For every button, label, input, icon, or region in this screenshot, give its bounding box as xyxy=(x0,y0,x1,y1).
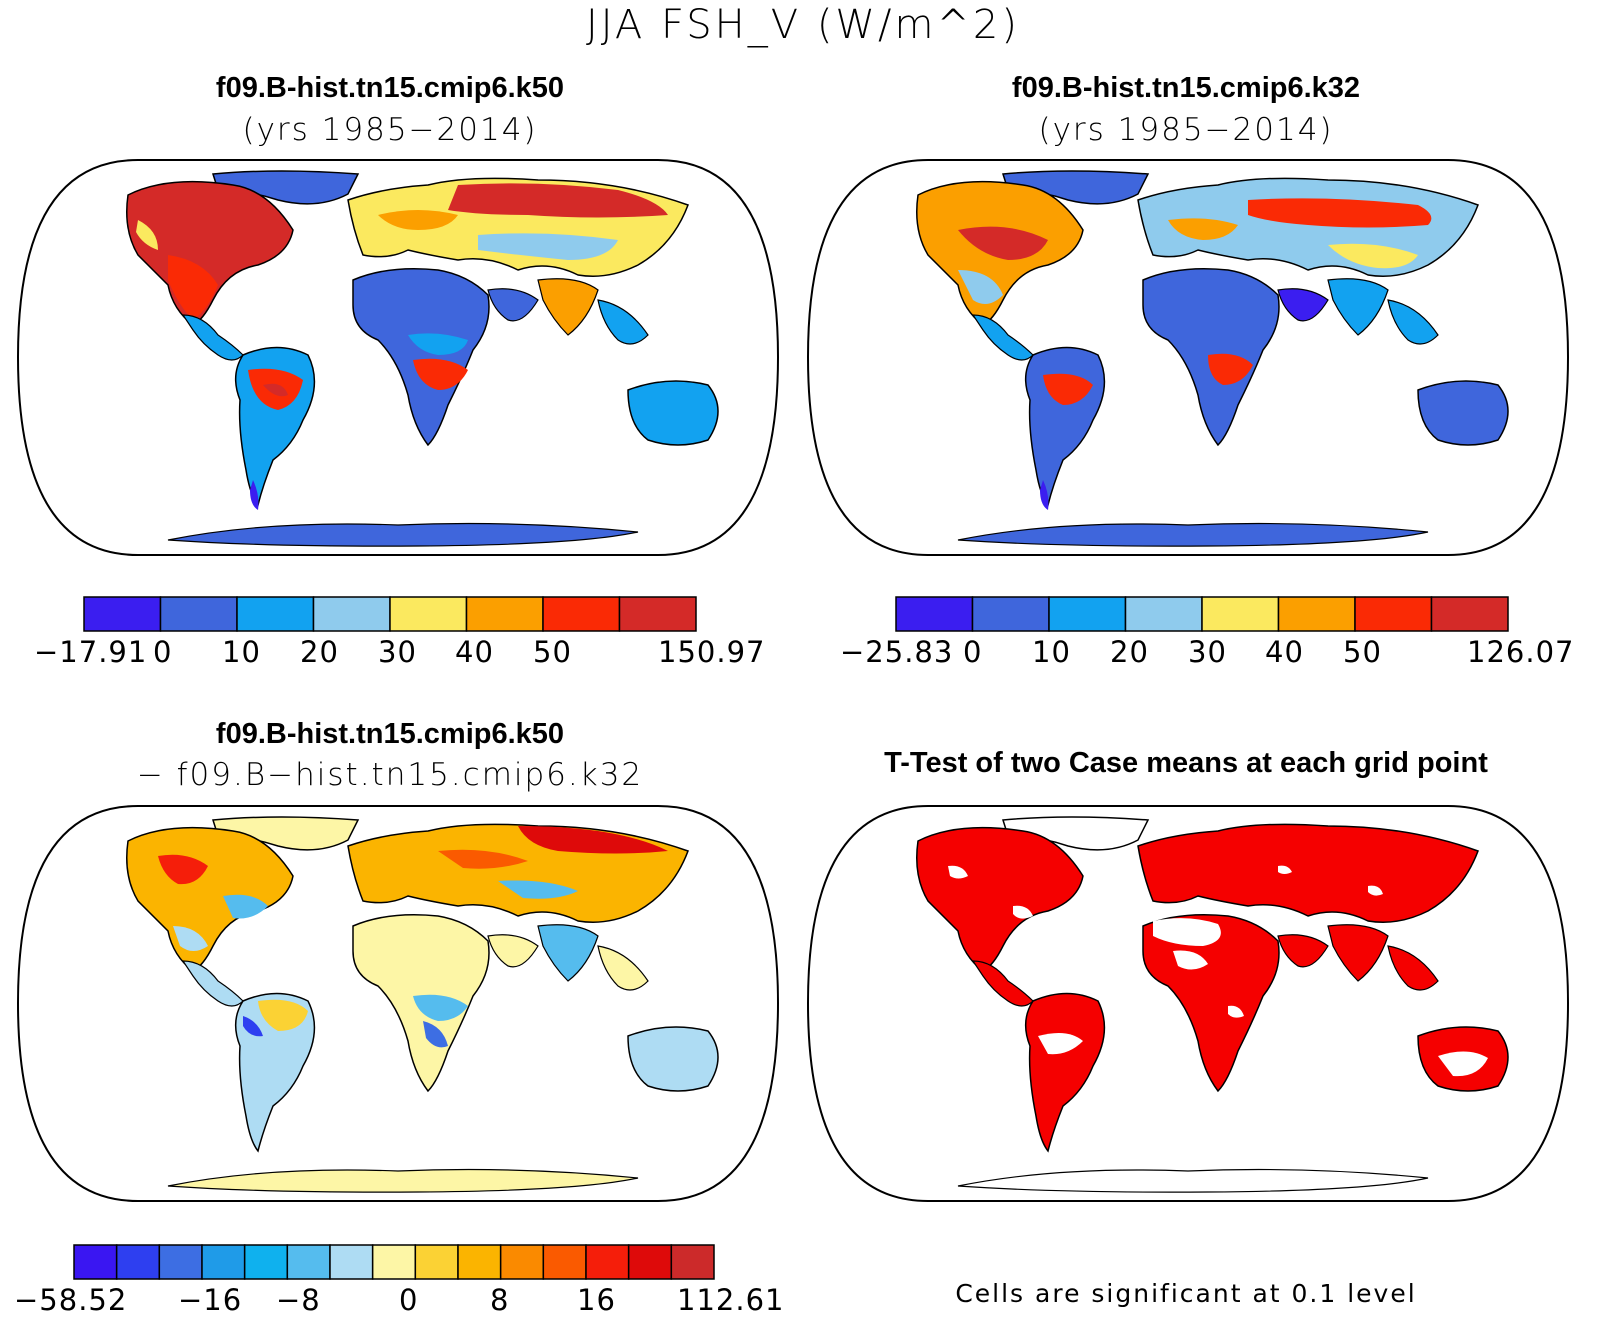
colorbar-top-right-swatch xyxy=(895,596,974,632)
colorbar-top-left-tick-label: 30 xyxy=(378,635,417,669)
colorbar-top-right-tick-label: 30 xyxy=(1188,635,1227,669)
colorbar-top-right-tick-label: 126.07 xyxy=(1467,635,1575,669)
map-top-left-land xyxy=(126,170,719,547)
map-top-right xyxy=(806,159,1570,556)
colorbar-top-left-swatch xyxy=(389,596,468,632)
colorbar-top-right-swatch xyxy=(1048,596,1127,632)
map-top-left-border xyxy=(16,159,780,556)
colorbar-top-left-swatch xyxy=(159,596,238,632)
colorbar-top-right-tick-label: 10 xyxy=(1032,635,1071,669)
figure-title: JJA FSH_V (W/m^2) xyxy=(586,2,1020,48)
colorbar-top-left-swatch xyxy=(236,596,315,632)
panel-bottom-left-subtitle: − f09.B−hist.tn15.cmip6.k32 xyxy=(136,757,644,793)
colorbar-bottom-left-swatch xyxy=(115,1244,161,1280)
colorbar-bottom-left-labels: −58.52 −16 −8 0 8 16 112.61 xyxy=(0,1283,1606,1323)
panel-top-right-title: f09.B-hist.tn15.cmip6.k32 xyxy=(1011,72,1361,104)
map-bottom-right-border xyxy=(806,805,1570,1202)
colorbar-top-left-tick-label: 40 xyxy=(455,635,494,669)
colorbar-top-left-labels: −17.91 0 10 20 30 40 50 150.97 xyxy=(0,635,1606,675)
colorbar-bottom-left-swatch xyxy=(286,1244,331,1280)
colorbar-bottom-left-swatch xyxy=(627,1244,673,1280)
colorbar-bottom-left-tick-label: 112.61 xyxy=(677,1283,785,1317)
colorbar-top-left-tick-label: 20 xyxy=(300,635,339,669)
colorbar-bottom-left-swatch xyxy=(499,1244,545,1280)
colorbar-bottom-left-tick-label: −16 xyxy=(178,1283,243,1317)
colorbar-top-right-tick-label: 0 xyxy=(963,635,983,669)
colorbar-top-left-tick-label: 0 xyxy=(153,635,173,669)
colorbar-top-right-swatch xyxy=(1124,596,1203,632)
colorbar-bottom-left-swatch xyxy=(457,1244,502,1280)
colorbar-top-right-swatch xyxy=(1430,596,1509,632)
colorbar-bottom-left-tick-label: 8 xyxy=(490,1283,510,1317)
colorbar-bottom-left-swatch xyxy=(585,1244,630,1280)
colorbar-top-right-tick-label: 50 xyxy=(1343,635,1382,669)
colorbar-bottom-left-tick-label: −58.52 xyxy=(14,1283,128,1317)
colorbar-bottom-left-swatch xyxy=(414,1244,459,1280)
colorbar-top-right-swatch xyxy=(1354,596,1433,632)
map-bottom-right xyxy=(806,805,1570,1202)
colorbar-bottom-left-tick-label: 16 xyxy=(577,1283,616,1317)
colorbar-bottom-left-swatch xyxy=(670,1244,715,1280)
map-bottom-left xyxy=(16,805,780,1202)
panel-top-right-subtitle: (yrs 1985−2014) xyxy=(1038,112,1334,148)
colorbar-top-right-labels: −25.83 0 10 20 30 40 50 126.07 xyxy=(0,635,1606,675)
map-bottom-right-land xyxy=(916,816,1509,1193)
colorbar-top-right-swatch xyxy=(1201,596,1280,632)
colorbar-top-left-swatch xyxy=(312,596,391,632)
colorbar-bottom-left-tick-label: −8 xyxy=(276,1283,321,1317)
colorbar-bottom-left-swatch xyxy=(73,1244,118,1280)
colorbar-top-left-swatch xyxy=(542,596,621,632)
colorbar-top-left-tick-label: −17.91 xyxy=(34,635,148,669)
map-bottom-left-border xyxy=(16,805,780,1202)
colorbar-bottom-left-tick-label: 0 xyxy=(399,1283,419,1317)
colorbar-bottom-left-swatch xyxy=(542,1244,587,1280)
colorbar-bottom-left-swatch xyxy=(371,1244,417,1280)
colorbar-top-right-swatch xyxy=(1277,596,1356,632)
colorbar-bottom-left-swatch xyxy=(243,1244,289,1280)
colorbar-top-right-tick-label: −25.83 xyxy=(840,635,954,669)
colorbar-bottom-left-swatch xyxy=(201,1244,246,1280)
panel-bottom-right-title: T-Test of two Case means at each grid po… xyxy=(884,747,1488,779)
colorbar-top-right-tick-label: 40 xyxy=(1265,635,1304,669)
colorbar-top-left-swatch xyxy=(618,596,697,632)
colorbar-top-left-swatch xyxy=(465,596,544,632)
map-bottom-left-land xyxy=(126,816,719,1193)
panel-bottom-left-title: f09.B-hist.tn15.cmip6.k50 xyxy=(215,718,565,750)
colorbar-top-right-swatch xyxy=(971,596,1050,632)
colorbar-top-left-swatch xyxy=(83,596,162,632)
panel-top-left-subtitle: (yrs 1985−2014) xyxy=(242,112,538,148)
significance-note: Cells are significant at 0.1 level xyxy=(955,1279,1417,1308)
map-top-right-border xyxy=(806,159,1570,556)
colorbar-bottom-left-swatch xyxy=(329,1244,374,1280)
colorbar-top-right-tick-label: 20 xyxy=(1110,635,1149,669)
colorbar-top-left-tick-label: 50 xyxy=(533,635,572,669)
panel-top-left-title: f09.B-hist.tn15.cmip6.k50 xyxy=(215,72,565,104)
colorbar-top-left xyxy=(83,596,697,632)
colorbar-top-left-tick-label: 150.97 xyxy=(658,635,766,669)
map-top-right-land xyxy=(916,170,1509,547)
colorbar-bottom-left-swatch xyxy=(158,1244,203,1280)
colorbar-top-right xyxy=(895,596,1509,632)
map-top-left xyxy=(16,159,780,556)
colorbar-top-left-tick-label: 10 xyxy=(222,635,261,669)
colorbar-bottom-left xyxy=(73,1244,715,1280)
